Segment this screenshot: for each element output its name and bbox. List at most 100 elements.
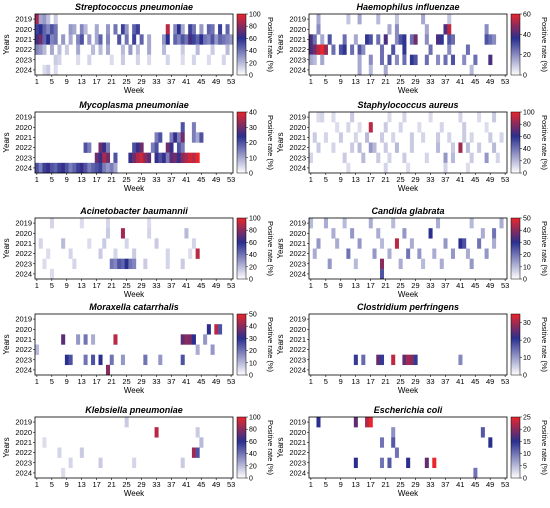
heatmap-cell (368, 122, 373, 133)
heatmap-cell (316, 238, 321, 249)
heatmap-cell (68, 457, 73, 469)
heatmap-cell (38, 14, 43, 25)
x-tick-label: 45 (197, 175, 205, 184)
heatmap-cell (57, 447, 62, 458)
heatmap-cell (87, 162, 92, 174)
heatmap-cell (76, 162, 81, 174)
heatmap-cell (210, 344, 215, 355)
heatmap-cell (492, 238, 497, 249)
heatmap-cell (488, 132, 493, 143)
heatmap-cell (379, 132, 385, 143)
heatmap-cell (443, 54, 448, 66)
heatmap-cell (331, 44, 336, 55)
x-tick-label: 5 (324, 480, 328, 489)
heatmap-cell (409, 354, 414, 366)
heatmap-cell (147, 54, 152, 66)
heatmap-cell (383, 162, 388, 174)
colorbar-tick-label: 100 (249, 216, 261, 223)
heatmap-cell (180, 24, 185, 35)
heatmap-cell (443, 238, 448, 249)
heatmap-cell (35, 34, 40, 45)
heatmap-cell (199, 24, 204, 35)
heatmap-cell (79, 34, 84, 45)
heatmap-cell (68, 248, 73, 259)
x-tick-label: 37 (441, 77, 449, 86)
heatmap-cell (320, 44, 325, 55)
x-tick-label: 37 (441, 377, 449, 386)
heatmap-cell (316, 142, 321, 153)
heatmap-cell (147, 228, 152, 239)
y-tick-label: 2022 (15, 45, 32, 54)
heatmap-cell (46, 64, 51, 76)
heatmap-cell (191, 54, 196, 66)
heatmap-cell (57, 44, 62, 55)
heatmap-cell (113, 248, 118, 259)
heatmap-cell (206, 34, 211, 45)
x-tick-label: 25 (396, 175, 404, 184)
heatmap-cell (379, 44, 385, 55)
heatmap-cell (139, 142, 144, 153)
heatmap-cell (124, 258, 129, 270)
x-tick-label: 21 (107, 480, 115, 489)
heatmap-cell (165, 34, 170, 45)
heatmap-cell (191, 334, 196, 345)
heatmap-cell (61, 467, 66, 479)
heatmap-cell (353, 258, 358, 270)
heatmap-cell (165, 258, 170, 270)
y-tick-label: 2020 (289, 25, 306, 34)
heatmap-cell (180, 457, 185, 469)
x-tick-label: 5 (50, 480, 54, 489)
heatmap-cell (331, 142, 336, 153)
heatmap-cell (158, 152, 163, 164)
heatmap-cell (154, 142, 159, 153)
heatmap-cell (91, 334, 96, 345)
heatmap-cell (113, 258, 118, 270)
colorbar (236, 416, 247, 479)
x-tick-label: 13 (78, 480, 86, 489)
heatmap-cell (57, 162, 62, 174)
colorbar (510, 111, 521, 174)
x-tick-label: 41 (456, 175, 464, 184)
colorbar-tick-label: 60 (523, 12, 531, 19)
heatmap-cell (394, 238, 399, 249)
heatmap-cell (132, 142, 137, 153)
heatmap-cell (91, 162, 96, 174)
heatmap-cell (469, 218, 474, 229)
heatmap-cell (225, 24, 230, 35)
x-axis-label: Week (124, 386, 145, 395)
y-tick-label: 2021 (15, 335, 32, 344)
x-tick-label: 53 (501, 480, 509, 489)
colorbar-label: Positive rate (%) (266, 115, 275, 171)
x-tick-label: 53 (501, 281, 509, 290)
heatmap-cell (316, 112, 321, 123)
heatmap-cell (49, 34, 54, 45)
x-tick-label: 1 (309, 480, 313, 489)
y-tick-label: 2020 (289, 428, 306, 437)
heatmap-cell (117, 34, 122, 45)
heatmap-cell (361, 354, 366, 366)
heatmap-cell (165, 54, 170, 66)
colorbar-tick-label: 20 (249, 463, 257, 470)
heatmap-cell (488, 54, 493, 66)
x-tick-label: 21 (107, 77, 115, 86)
heatmap-cell (124, 238, 129, 249)
heatmap-cell (323, 132, 328, 143)
heatmap-cell (72, 24, 77, 35)
heatmap-cell (312, 248, 317, 259)
heatmap-cell (180, 54, 185, 66)
heatmap-cell (391, 218, 396, 229)
heatmap-cell (35, 344, 40, 355)
heatmap-cell (87, 238, 92, 249)
heatmap-cell (342, 152, 347, 164)
heatmap-cell (402, 112, 407, 123)
heatmap-panel: Haemophilus influenzae201920202021202220… (276, 2, 549, 95)
panel-title: Escherichia coli (374, 405, 443, 415)
heatmap-cell (105, 228, 111, 239)
heatmap-cell (413, 354, 418, 366)
x-tick-label: 53 (501, 77, 509, 86)
heatmap-cell (436, 218, 441, 229)
heatmap-cell (439, 258, 444, 270)
x-tick-label: 45 (471, 175, 479, 184)
heatmap-cell (105, 162, 111, 174)
x-tick-label: 21 (381, 377, 389, 386)
